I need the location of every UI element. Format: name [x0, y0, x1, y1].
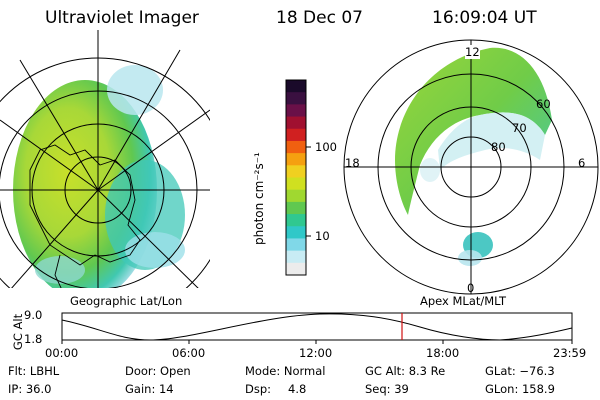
mode-info: Mode: Normal	[245, 364, 326, 378]
colorbar-segment	[286, 250, 306, 264]
colorbar-segment	[286, 226, 306, 239]
mlat-label-60: 60	[536, 97, 551, 111]
mlt-spokes	[344, 40, 598, 294]
filter-info: Flt: LBHL	[8, 364, 60, 378]
mlat-label-80: 80	[491, 140, 506, 154]
altitude-curve	[61, 313, 573, 341]
instrument-title: Ultraviolet Imager	[45, 8, 199, 28]
colorbar-segment	[286, 104, 306, 118]
colorbar	[286, 80, 306, 276]
mlt-label-top: 12	[465, 45, 480, 59]
orbit-axis-label: GC Alt	[11, 313, 25, 351]
geographic-map	[0, 30, 210, 288]
colorbar-segment	[286, 262, 306, 276]
colorbar-tick-100: 100	[315, 140, 337, 154]
dsp-label: Dsp:	[245, 382, 272, 396]
mlt-label-left: 18	[345, 156, 360, 170]
time-tick-1: 06:00	[172, 346, 206, 360]
orbit-ymax: 9.0	[24, 308, 43, 322]
longitude-grid	[0, 30, 210, 288]
orbit-altitude-strip	[61, 312, 573, 344]
auroral-oval	[395, 47, 552, 215]
colorbar-segment	[286, 116, 306, 130]
right-panel-caption: Apex MLat/MLT	[420, 294, 507, 308]
coastline	[29, 144, 141, 266]
mlt-label-right: 6	[578, 156, 586, 170]
colorbar-segment	[286, 128, 306, 142]
colorbar-segment	[286, 238, 306, 252]
mlat-label-70: 70	[512, 121, 527, 135]
glat-info: GLat: −76.3	[485, 364, 555, 378]
gc-alt-info: GC Alt: 8.3 Re	[365, 364, 446, 378]
orbit-ymin: 1.8	[24, 332, 43, 346]
colorbar-segment	[286, 214, 306, 227]
magnetic-polar-plot	[343, 39, 599, 295]
gain-info: Gain: 14	[125, 382, 174, 396]
colorbar-segment	[286, 140, 306, 154]
time-tick-2: 12:00	[299, 346, 333, 360]
time-tick-4: 23:59	[553, 346, 587, 360]
time-label: 16:09:04 UT	[432, 8, 537, 28]
door-info: Door: Open	[125, 364, 191, 378]
colorbar-tick-10: 10	[315, 229, 330, 243]
mlt-label-bottom: 0	[467, 281, 475, 295]
colorbar-segment	[286, 92, 306, 105]
time-tick-0: 00:00	[45, 346, 79, 360]
colorbar-segment	[286, 80, 306, 93]
colorbar-unit-label: photon cm⁻²s⁻¹	[252, 152, 266, 245]
colorbar-segment	[286, 153, 306, 166]
time-tick-3: 18:00	[426, 346, 460, 360]
colorbar-segment	[286, 201, 306, 215]
colorbar-segment	[286, 189, 306, 203]
colorbar-segment	[286, 165, 306, 178]
ip-info: IP: 36.0	[8, 382, 52, 396]
colorbar-segment	[286, 177, 306, 191]
left-panel-caption: Geographic Lat/Lon	[70, 294, 183, 308]
seq-info: Seq: 39	[365, 382, 409, 396]
dsp-value: 4.8	[288, 382, 307, 396]
date-label: 18 Dec 07	[276, 8, 363, 28]
glon-info: GLon: 158.9	[485, 382, 555, 396]
